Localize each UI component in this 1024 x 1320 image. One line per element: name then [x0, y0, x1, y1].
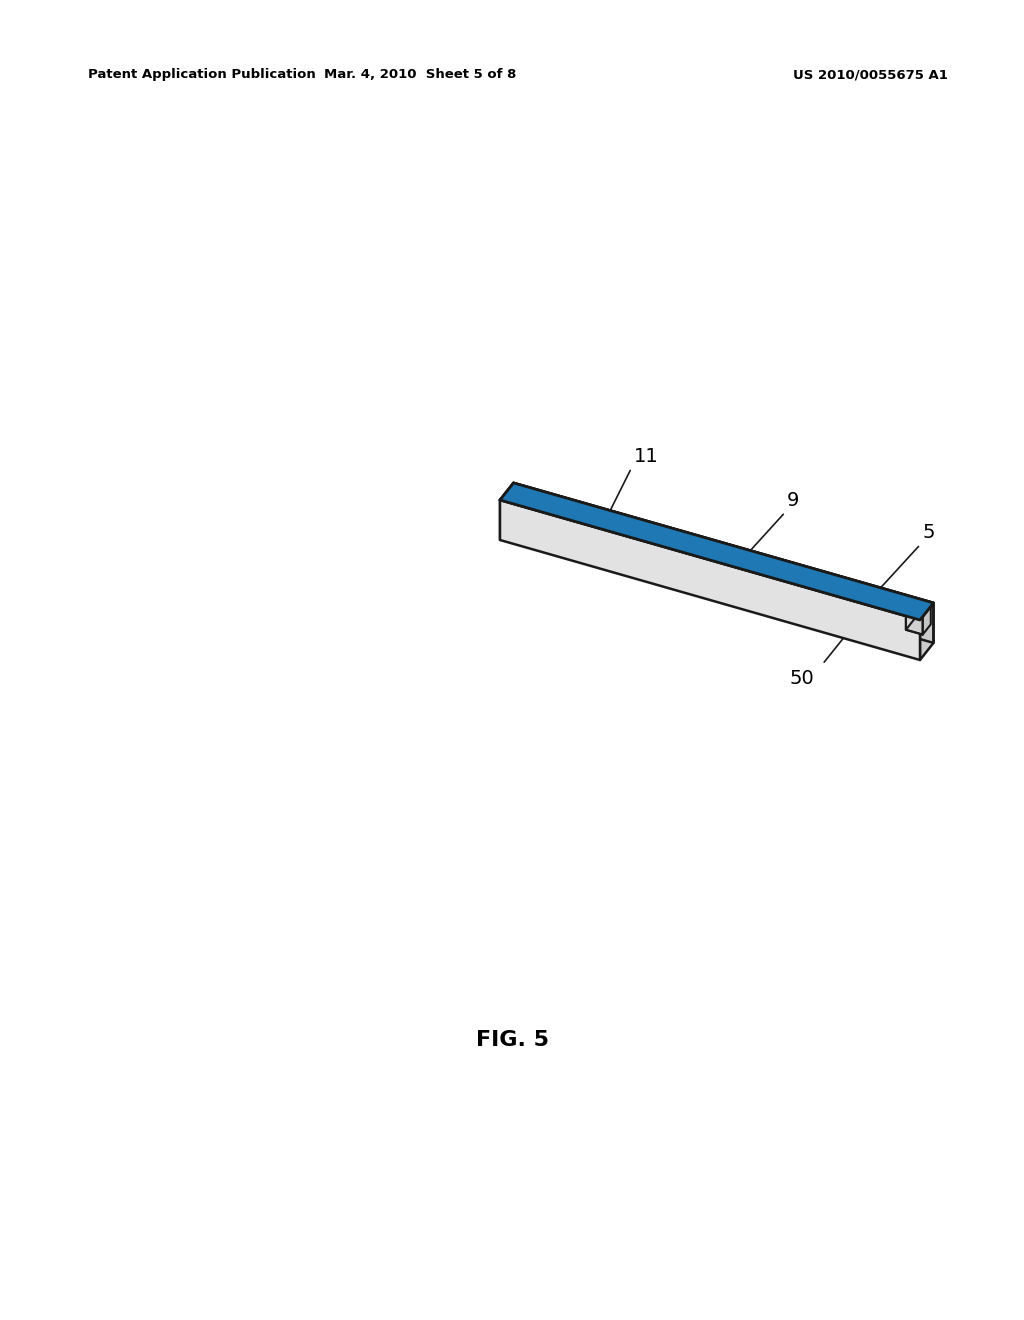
- Polygon shape: [500, 483, 513, 540]
- Text: Mar. 4, 2010  Sheet 5 of 8: Mar. 4, 2010 Sheet 5 of 8: [324, 69, 516, 81]
- Polygon shape: [920, 603, 934, 660]
- Polygon shape: [694, 540, 790, 578]
- Polygon shape: [906, 602, 914, 630]
- Polygon shape: [923, 606, 931, 635]
- Polygon shape: [500, 483, 934, 620]
- Text: FIG. 5: FIG. 5: [475, 1030, 549, 1049]
- Polygon shape: [669, 532, 815, 586]
- Text: 9: 9: [787, 491, 800, 511]
- Polygon shape: [500, 500, 920, 660]
- Text: 11: 11: [634, 447, 658, 466]
- Polygon shape: [906, 611, 923, 635]
- Polygon shape: [829, 583, 913, 610]
- Text: Patent Application Publication: Patent Application Publication: [88, 69, 315, 81]
- Polygon shape: [532, 495, 591, 519]
- Text: 5: 5: [923, 524, 935, 543]
- Polygon shape: [500, 483, 934, 620]
- Text: 50: 50: [790, 669, 814, 688]
- Polygon shape: [513, 483, 934, 643]
- Polygon shape: [518, 490, 664, 541]
- Text: US 2010/0055675 A1: US 2010/0055675 A1: [793, 69, 947, 81]
- Polygon shape: [596, 513, 628, 529]
- Polygon shape: [855, 591, 888, 602]
